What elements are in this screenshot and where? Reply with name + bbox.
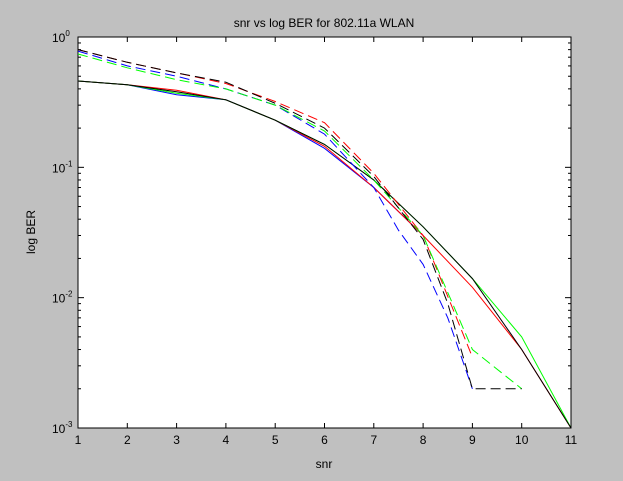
x-tick-label: 4	[223, 433, 230, 447]
series-line-3	[77, 80, 572, 429]
y-tick-label: 10-1	[52, 159, 73, 175]
series-line-1	[77, 80, 572, 429]
x-tick-label: 10	[515, 433, 529, 447]
x-tick-label: 6	[321, 433, 328, 447]
y-axis-label: log BER	[24, 210, 38, 254]
x-tick-label: 9	[469, 433, 476, 447]
series-line-7	[77, 49, 522, 390]
x-tick-label: 8	[420, 433, 427, 447]
x-tick-label: 2	[124, 433, 131, 447]
y-tick-label: 100	[52, 29, 70, 45]
series-line-6	[77, 53, 523, 390]
x-tick-label: 3	[173, 433, 180, 447]
x-tick-label: 7	[370, 433, 377, 447]
x-tick-label: 5	[272, 433, 279, 447]
chart-title: snr vs log BER for 802.11a WLAN	[234, 16, 415, 30]
y-tick-label: 10-3	[52, 420, 73, 436]
x-axis-label: snr	[316, 457, 333, 471]
axes-layer: 1 2 3 4 5 6 7 8 9 10 11 100 10-1 10-2 10-3	[52, 29, 578, 447]
series-line-4	[77, 50, 473, 389]
series-layer	[77, 49, 572, 429]
x-tick-label: 11	[565, 433, 578, 447]
y-tick-label: 10-2	[52, 290, 73, 306]
x-tick-label: 1	[75, 433, 82, 447]
